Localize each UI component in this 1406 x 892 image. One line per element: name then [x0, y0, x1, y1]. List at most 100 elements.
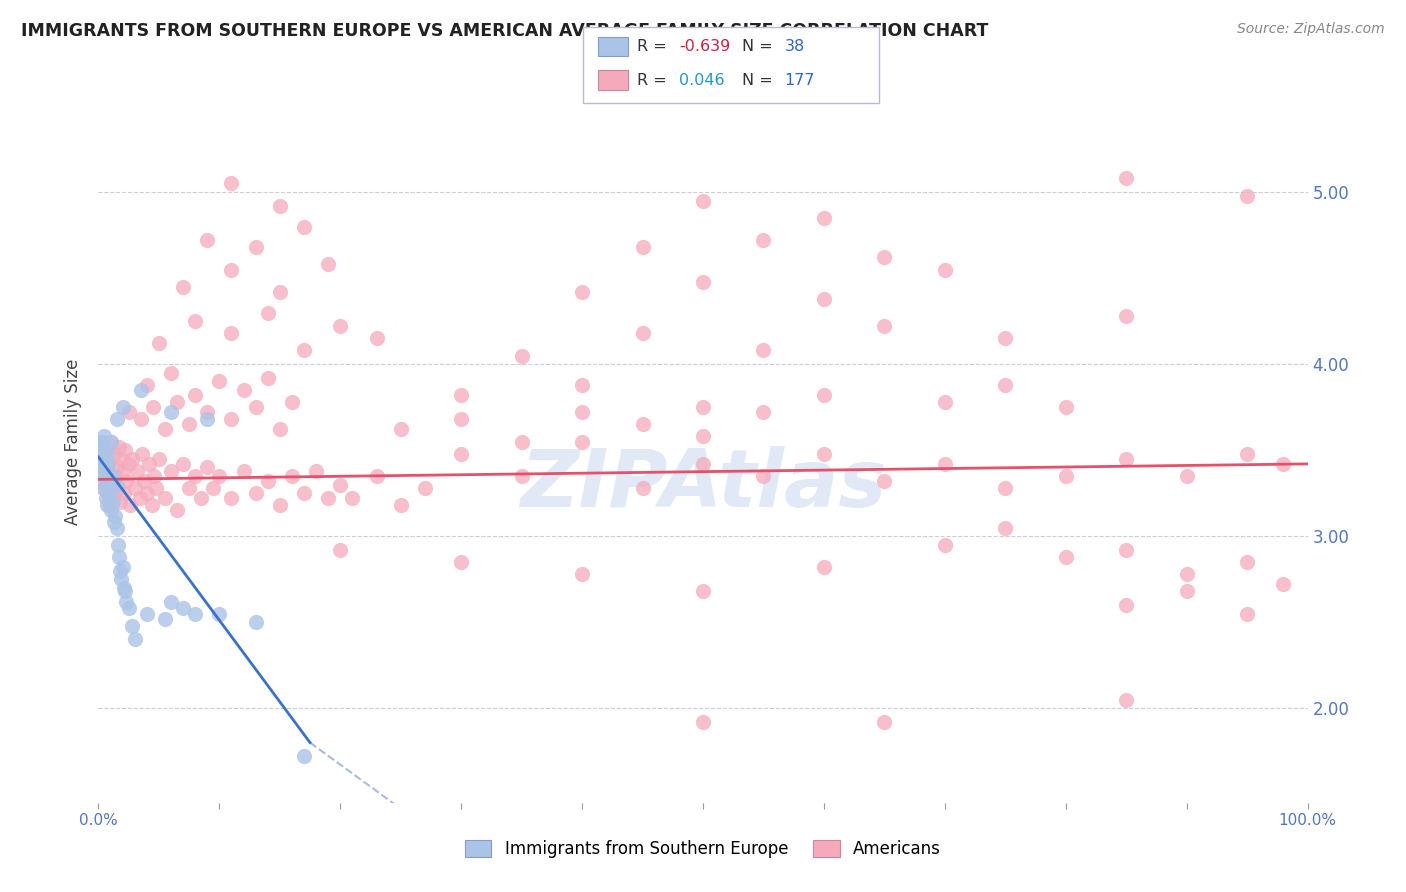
- Point: [316, 257, 339, 271]
- Point: [89, 443, 111, 458]
- Point: [292, 486, 315, 500]
- Point: [752, 233, 775, 247]
- Point: [873, 474, 896, 488]
- Text: R =: R =: [637, 39, 666, 54]
- Point: [692, 275, 714, 289]
- Point: [934, 262, 956, 277]
- Point: [91, 474, 114, 488]
- Point: [90, 434, 112, 449]
- Text: R =: R =: [637, 73, 666, 87]
- Point: [305, 464, 328, 478]
- Point: [121, 451, 143, 466]
- Point: [1175, 567, 1198, 582]
- Point: [269, 285, 291, 299]
- Point: [90, 457, 112, 471]
- Point: [148, 336, 170, 351]
- Text: N =: N =: [742, 39, 773, 54]
- Point: [91, 451, 114, 466]
- Point: [98, 498, 121, 512]
- Point: [94, 491, 117, 506]
- Point: [994, 481, 1017, 495]
- Point: [104, 469, 127, 483]
- Point: [160, 464, 183, 478]
- Point: [100, 434, 122, 449]
- Point: [101, 491, 124, 506]
- Point: [118, 601, 141, 615]
- Point: [269, 498, 291, 512]
- Point: [108, 564, 131, 578]
- Text: 177: 177: [785, 73, 815, 87]
- Text: N =: N =: [742, 73, 773, 87]
- Point: [93, 429, 115, 443]
- Point: [571, 434, 593, 449]
- Point: [994, 331, 1017, 345]
- Point: [873, 714, 896, 729]
- Point: [141, 498, 163, 512]
- Point: [202, 481, 225, 495]
- Point: [138, 457, 160, 471]
- Point: [692, 457, 714, 471]
- Point: [93, 481, 115, 495]
- Point: [994, 377, 1017, 392]
- Point: [96, 446, 118, 460]
- Point: [172, 457, 194, 471]
- Point: [1236, 607, 1258, 621]
- Point: [571, 567, 593, 582]
- Point: [813, 292, 835, 306]
- Point: [90, 464, 112, 478]
- Text: ZIPAtlas: ZIPAtlas: [520, 446, 886, 524]
- Point: [195, 405, 218, 419]
- Point: [752, 405, 775, 419]
- Point: [111, 400, 134, 414]
- Point: [232, 383, 254, 397]
- Point: [221, 491, 243, 506]
- Point: [813, 560, 835, 574]
- Point: [752, 469, 775, 483]
- Point: [184, 469, 207, 483]
- Point: [195, 412, 218, 426]
- Point: [129, 383, 152, 397]
- Point: [100, 469, 122, 483]
- Point: [142, 400, 165, 414]
- Point: [98, 486, 121, 500]
- Point: [166, 395, 188, 409]
- Point: [91, 464, 114, 478]
- Point: [103, 516, 125, 530]
- Point: [143, 469, 166, 483]
- Point: [934, 395, 956, 409]
- Point: [389, 498, 412, 512]
- Point: [692, 429, 714, 443]
- Point: [124, 481, 146, 495]
- Point: [135, 486, 157, 500]
- Point: [118, 498, 141, 512]
- Point: [97, 457, 120, 471]
- Point: [366, 331, 388, 345]
- Point: [134, 474, 156, 488]
- Point: [100, 503, 122, 517]
- Point: [208, 375, 231, 389]
- Point: [124, 632, 146, 647]
- Point: [1272, 577, 1295, 591]
- Point: [172, 601, 194, 615]
- Point: [104, 508, 127, 523]
- Point: [111, 560, 134, 574]
- Point: [131, 446, 153, 460]
- Point: [114, 584, 136, 599]
- Point: [166, 503, 188, 517]
- Point: [1115, 598, 1137, 612]
- Point: [94, 469, 117, 483]
- Point: [873, 251, 896, 265]
- Point: [571, 285, 593, 299]
- Point: [110, 451, 132, 466]
- Point: [631, 481, 654, 495]
- Point: [450, 555, 472, 569]
- Point: [112, 486, 135, 500]
- Point: [221, 262, 243, 277]
- Point: [1236, 446, 1258, 460]
- Point: [450, 388, 472, 402]
- Point: [256, 305, 278, 319]
- Point: [256, 474, 278, 488]
- Point: [129, 412, 152, 426]
- Point: [1115, 542, 1137, 557]
- Point: [184, 314, 207, 328]
